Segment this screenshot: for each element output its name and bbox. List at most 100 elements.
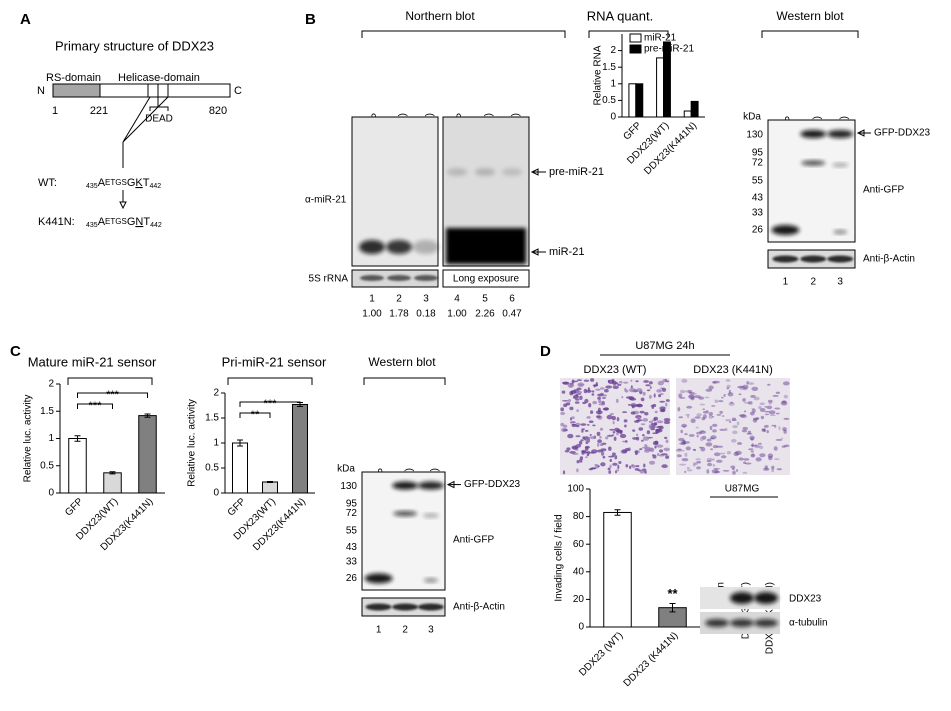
stained-cell [568, 399, 571, 403]
label: GFP-DDX23 [874, 128, 931, 139]
label: α-tubulin [789, 618, 828, 629]
quantification: 1.78 [389, 309, 409, 320]
y-tick-label: 100 [567, 484, 584, 495]
stained-cell [678, 416, 684, 419]
panel-letter: C [10, 343, 21, 360]
bracket [67, 377, 153, 385]
stained-cell [602, 394, 607, 397]
stained-cell [751, 443, 754, 448]
stained-cell [621, 396, 624, 399]
stained-cell [731, 417, 737, 422]
stained-cell [632, 437, 638, 440]
stained-cell [773, 446, 778, 451]
stained-cell [596, 415, 601, 418]
arrow-head [446, 480, 455, 489]
stained-cell [743, 458, 750, 461]
legend-label: miR-21 [644, 33, 677, 44]
stained-cell [576, 409, 579, 412]
stained-cell [766, 405, 773, 410]
label: Anti-GFP [863, 185, 904, 196]
stained-cell [706, 457, 713, 462]
stained-cell [561, 390, 566, 394]
stained-cell [624, 447, 631, 452]
blot-band [446, 228, 526, 264]
stained-cell [607, 467, 611, 471]
stained-cell [623, 381, 629, 384]
stained-cell [705, 442, 713, 447]
panel-letter: A [20, 11, 31, 28]
stained-cell [652, 441, 659, 446]
stained-cell [659, 409, 666, 413]
stained-cell [600, 462, 606, 467]
stained-cell [630, 385, 633, 389]
blot-band [360, 275, 384, 281]
stained-cell [688, 394, 696, 399]
sequence-part: ETGS [105, 178, 127, 187]
stained-cell [742, 384, 749, 390]
stained-cell [735, 469, 739, 472]
stained-cell [702, 408, 705, 411]
error-bar [614, 509, 621, 516]
axis-title: Invading cells / field [554, 514, 565, 601]
stained-cell [729, 401, 734, 404]
stained-cell [619, 380, 623, 384]
stained-cell [625, 464, 629, 468]
stained-cell [764, 424, 769, 428]
stained-cell [645, 446, 648, 451]
stained-cell [576, 379, 583, 381]
stained-cell [606, 434, 614, 437]
stained-cell [635, 403, 643, 407]
blot-band [754, 619, 778, 627]
blot-band [772, 255, 799, 263]
stained-cell [731, 438, 737, 443]
image-label: DDX23 (WT) [584, 364, 647, 376]
quantification: 0.18 [416, 309, 436, 320]
stained-cell [591, 393, 595, 396]
stained-cell [778, 426, 781, 431]
stained-cell [661, 464, 668, 469]
y-tick-label: 0 [48, 488, 54, 499]
sequence-part: T [143, 216, 150, 228]
stained-cell [780, 400, 788, 406]
stained-cell [606, 414, 613, 420]
stained-cell [614, 455, 618, 460]
stained-cell [661, 387, 667, 392]
stained-cell [649, 386, 652, 389]
significance: *** [106, 389, 120, 401]
blot-band [833, 230, 848, 234]
marker: 33 [752, 208, 764, 219]
sequence: 435AETGSGKT442 [86, 177, 161, 190]
stained-cell [662, 379, 667, 383]
stained-cell [580, 439, 584, 442]
stained-cell [609, 459, 613, 462]
stained-cell [600, 387, 605, 390]
label: 820 [209, 105, 227, 117]
blot-band [827, 255, 854, 263]
blot-band [502, 168, 522, 176]
stained-cell [617, 464, 620, 470]
stained-cell [652, 432, 658, 435]
stained-cell [712, 429, 717, 433]
stained-cell [581, 450, 585, 455]
zoom-lines [122, 96, 169, 168]
stained-cell [712, 423, 718, 427]
y-tick-label: 1.5 [40, 406, 54, 417]
stained-cell [684, 433, 688, 436]
stained-cell [684, 390, 691, 393]
stained-cell [712, 381, 717, 384]
stained-cell [706, 469, 710, 474]
stained-cell [569, 406, 574, 411]
stained-cell [663, 447, 670, 452]
stained-cell [560, 412, 566, 415]
sequence-part: ETGS [105, 217, 127, 226]
stained-cell [632, 464, 636, 469]
stained-cell [597, 396, 601, 400]
stained-cell [716, 459, 723, 463]
lane-number: 1 [376, 625, 382, 636]
stained-cell [612, 462, 618, 466]
marker: 33 [346, 557, 358, 568]
x-tick-label: GFP [63, 496, 86, 519]
chart-title: Mature miR-21 sensor [28, 354, 157, 369]
stained-cell [609, 413, 614, 415]
stained-cell [744, 410, 747, 413]
